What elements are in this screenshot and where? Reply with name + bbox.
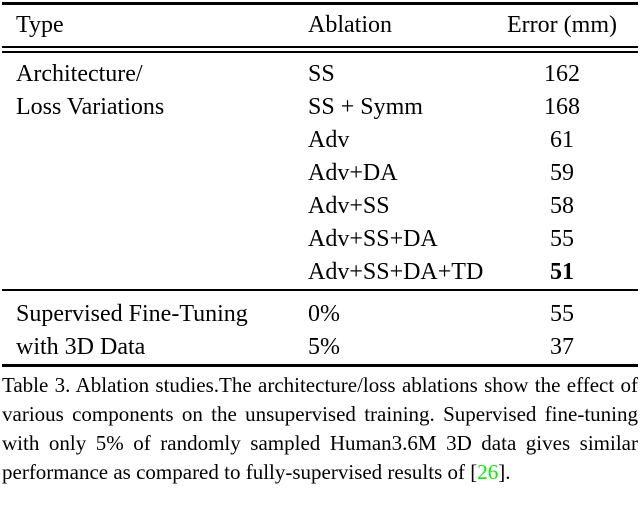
cell-type [16,190,308,223]
table-rule-header-separator [2,46,638,53]
cell-type: Loss Variations [16,94,165,120]
column-header-error: Error (mm) [507,12,617,38]
cell-error: 58 [550,193,574,219]
cell-error: 37 [550,334,574,360]
column-header-ablation: Ablation [308,12,392,38]
cell-ablation: Adv+SS+DA [308,226,438,252]
cell-error: 61 [550,127,574,153]
cell-ablation: Adv+SS [308,193,390,219]
table-row: Adv 61 [0,124,640,157]
cell-error: 162 [544,61,580,87]
cell-ablation: 5% [308,334,340,360]
table-section-supervised-finetuning: Supervised Fine-Tuning 0% 55 with 3D Dat… [0,291,640,364]
cell-type: with 3D Data [16,334,146,360]
cell-ablation: Adv [308,127,350,153]
table-row: Adv+SS+DA 55 [0,223,640,256]
citation-link[interactable]: 26 [477,460,499,484]
table-row: Architecture/ SS 162 [0,58,640,91]
table-caption: Table 3. Ablation studies.The architectu… [2,371,638,487]
table-row: Loss Variations SS + Symm 168 [0,91,640,124]
table-rule-bottom [2,364,638,367]
cell-ablation: SS + Symm [308,94,423,120]
cell-ablation: Adv+SS+DA+TD [308,259,484,285]
table-row: Adv+DA 59 [0,157,640,190]
table-rule-section-separator [2,289,638,291]
caption-text: Table 3. Ablation studies.The architectu… [2,373,638,484]
column-header-type: Type [16,12,64,38]
table-row: Adv+SS+DA+TD 51 [0,256,640,289]
table-section-architecture-loss: Architecture/ SS 162 Loss Variations SS … [0,53,640,289]
cell-type [16,223,308,256]
cell-type: Supervised Fine-Tuning [16,301,248,327]
cell-ablation: SS [308,61,335,87]
cell-type [16,124,308,157]
cell-ablation: Adv+DA [308,160,398,186]
cell-type [16,157,308,190]
cell-error: 55 [550,226,574,252]
cell-error: 55 [550,301,574,327]
table-row: with 3D Data 5% 37 [0,331,640,364]
table-row: Supervised Fine-Tuning 0% 55 [0,298,640,331]
table-header-row: Type Ablation Error (mm) [0,5,640,46]
cell-error: 168 [544,94,580,120]
table-row: Adv+SS 58 [0,190,640,223]
cell-ablation: 0% [308,301,340,327]
cell-error: 59 [550,160,574,186]
citation-bracket-close: ]. [498,460,511,484]
cell-type [16,256,308,289]
table-rule-top [2,2,638,5]
cell-error-best: 51 [550,259,574,285]
citation-bracket-open: [ [465,460,478,484]
cell-type: Architecture/ [16,61,143,87]
